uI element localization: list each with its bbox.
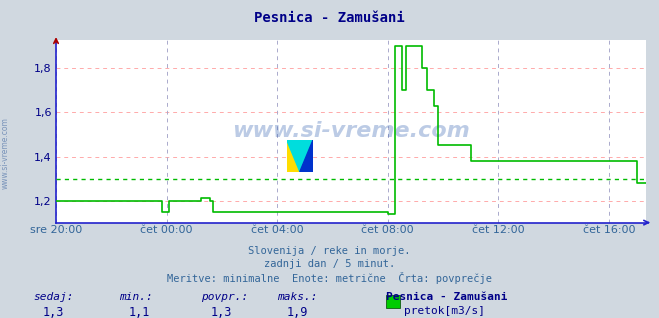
Text: Pesnica - Zamušani: Pesnica - Zamušani (254, 11, 405, 25)
Text: sedaj:: sedaj: (33, 292, 73, 302)
Polygon shape (287, 140, 313, 172)
Text: Pesnica - Zamušani: Pesnica - Zamušani (386, 292, 507, 302)
Polygon shape (287, 140, 300, 172)
Text: zadnji dan / 5 minut.: zadnji dan / 5 minut. (264, 259, 395, 269)
Text: Meritve: minimalne  Enote: metrične  Črta: povprečje: Meritve: minimalne Enote: metrične Črta:… (167, 272, 492, 284)
Text: www.si-vreme.com: www.si-vreme.com (232, 121, 470, 141)
Polygon shape (300, 140, 313, 172)
Text: Slovenija / reke in morje.: Slovenija / reke in morje. (248, 246, 411, 256)
Text: min.:: min.: (119, 292, 152, 302)
Text: 1,9: 1,9 (287, 306, 308, 318)
Text: www.si-vreme.com: www.si-vreme.com (1, 117, 10, 189)
Text: pretok[m3/s]: pretok[m3/s] (404, 306, 485, 316)
Text: povpr.:: povpr.: (201, 292, 248, 302)
Text: 1,3: 1,3 (43, 306, 64, 318)
Text: 1,3: 1,3 (211, 306, 232, 318)
Text: maks.:: maks.: (277, 292, 317, 302)
Text: 1,1: 1,1 (129, 306, 150, 318)
